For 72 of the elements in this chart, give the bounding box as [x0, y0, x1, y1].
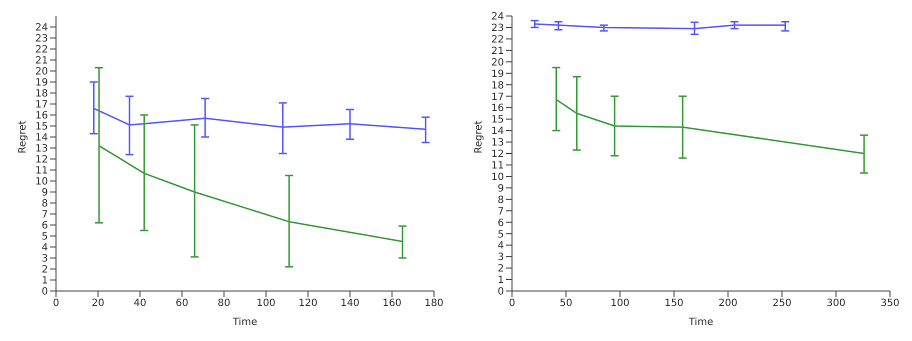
y-tick-label: 9 [42, 188, 48, 199]
x-tick-label: 250 [772, 298, 792, 310]
x-tick-label: 20 [92, 298, 104, 310]
y-tick-label: 10 [35, 176, 48, 188]
y-axis-title: Regret [18, 120, 29, 154]
y-tick-label: 11 [35, 166, 48, 177]
x-tick-label: 150 [664, 298, 684, 310]
y-tick-label: 1 [498, 275, 504, 286]
y-tick-label: 11 [491, 160, 504, 172]
y-tick-label: 8 [498, 194, 504, 206]
y-axis-title: Regret [474, 120, 485, 154]
y-tick-label: 7 [498, 206, 504, 218]
x-tick-label: 120 [298, 298, 318, 310]
y-tick-label: 23 [491, 23, 504, 34]
x-tick-label: 140 [340, 298, 360, 310]
y-tick-label: 21 [491, 46, 504, 57]
x-tick-label: 60 [176, 298, 188, 310]
y-tick-label: 4 [42, 242, 48, 254]
x-tick-label: 40 [134, 298, 146, 310]
y-tick-label: 5 [498, 229, 504, 240]
y-tick-label: 14 [35, 132, 48, 144]
y-tick-label: 23 [35, 34, 48, 45]
y-tick-label: 7 [42, 210, 48, 221]
y-tick-label: 15 [35, 122, 48, 133]
y-tick-label: 18 [491, 80, 504, 92]
y-tick-label: 24 [35, 22, 48, 34]
y-tick-label: 22 [35, 44, 48, 56]
y-tick-label: 9 [498, 183, 504, 194]
y-tick-label: 17 [491, 92, 504, 103]
y-tick-label: 17 [35, 100, 48, 111]
y-tick-label: 16 [35, 110, 48, 122]
x-axis-title: Time [232, 317, 258, 328]
x-tick-label: 160 [382, 298, 402, 310]
y-tick-label: 13 [491, 138, 504, 149]
y-tick-label: 22 [491, 34, 504, 46]
y-tick-label: 2 [498, 264, 504, 275]
y-tick-label: 24 [491, 12, 504, 23]
y-tick-label: 4 [498, 240, 504, 252]
y-tick-label: 0 [498, 286, 504, 298]
y-tick-label: 3 [42, 254, 48, 265]
x-tick-label: 350 [880, 298, 900, 310]
y-tick-label: 19 [491, 68, 504, 80]
y-tick-label: 16 [491, 103, 504, 114]
x-tick-label: 200 [718, 298, 738, 310]
x-tick-label: 100 [256, 298, 276, 310]
y-tick-label: 15 [491, 114, 504, 126]
y-tick-label: 0 [42, 286, 48, 298]
y-tick-label: 12 [35, 154, 48, 166]
y-tick-label: 12 [491, 149, 504, 160]
x-axis-title: Time [688, 317, 714, 328]
y-tick-label: 13 [35, 144, 48, 155]
y-tick-label: 19 [35, 78, 48, 89]
y-tick-label: 21 [35, 56, 48, 67]
y-tick-label: 6 [42, 220, 48, 232]
y-tick-label: 14 [491, 126, 504, 138]
x-tick-label: 0 [52, 298, 60, 310]
y-tick-label: 5 [42, 232, 48, 243]
y-tick-label: 6 [498, 218, 504, 229]
y-tick-label: 10 [491, 172, 504, 183]
x-tick-label: 80 [218, 298, 230, 310]
x-tick-label: 50 [560, 298, 572, 310]
y-tick-label: 20 [35, 66, 48, 78]
y-tick-label: 20 [491, 57, 504, 68]
x-tick-label: 300 [826, 298, 846, 310]
x-tick-label: 100 [610, 298, 630, 310]
y-tick-label: 18 [35, 88, 48, 100]
y-tick-label: 1 [42, 276, 48, 287]
y-tick-label: 3 [498, 252, 504, 264]
y-tick-label: 8 [42, 198, 48, 210]
x-tick-label: 0 [508, 298, 516, 310]
x-tick-label: 180 [424, 298, 444, 310]
y-tick-label: 2 [42, 264, 48, 276]
